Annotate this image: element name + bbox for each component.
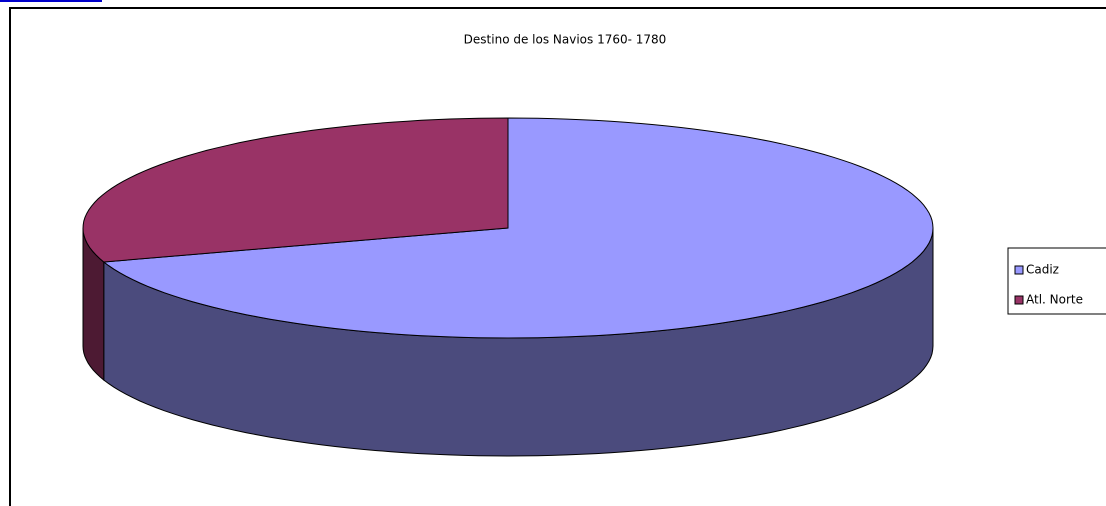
legend-label: Atl. Norte bbox=[1026, 293, 1083, 307]
slice bbox=[82, 117, 509, 263]
legend-box bbox=[1007, 247, 1106, 315]
legend-label: Cadiz bbox=[1026, 263, 1059, 277]
link-fragment[interactable] bbox=[0, 0, 102, 2]
slice bbox=[102, 117, 934, 339]
legend-swatch bbox=[1014, 295, 1024, 305]
chart-title: Destino de los Navios 1760- 1780 bbox=[464, 33, 667, 47]
legend-swatch bbox=[1014, 265, 1024, 275]
